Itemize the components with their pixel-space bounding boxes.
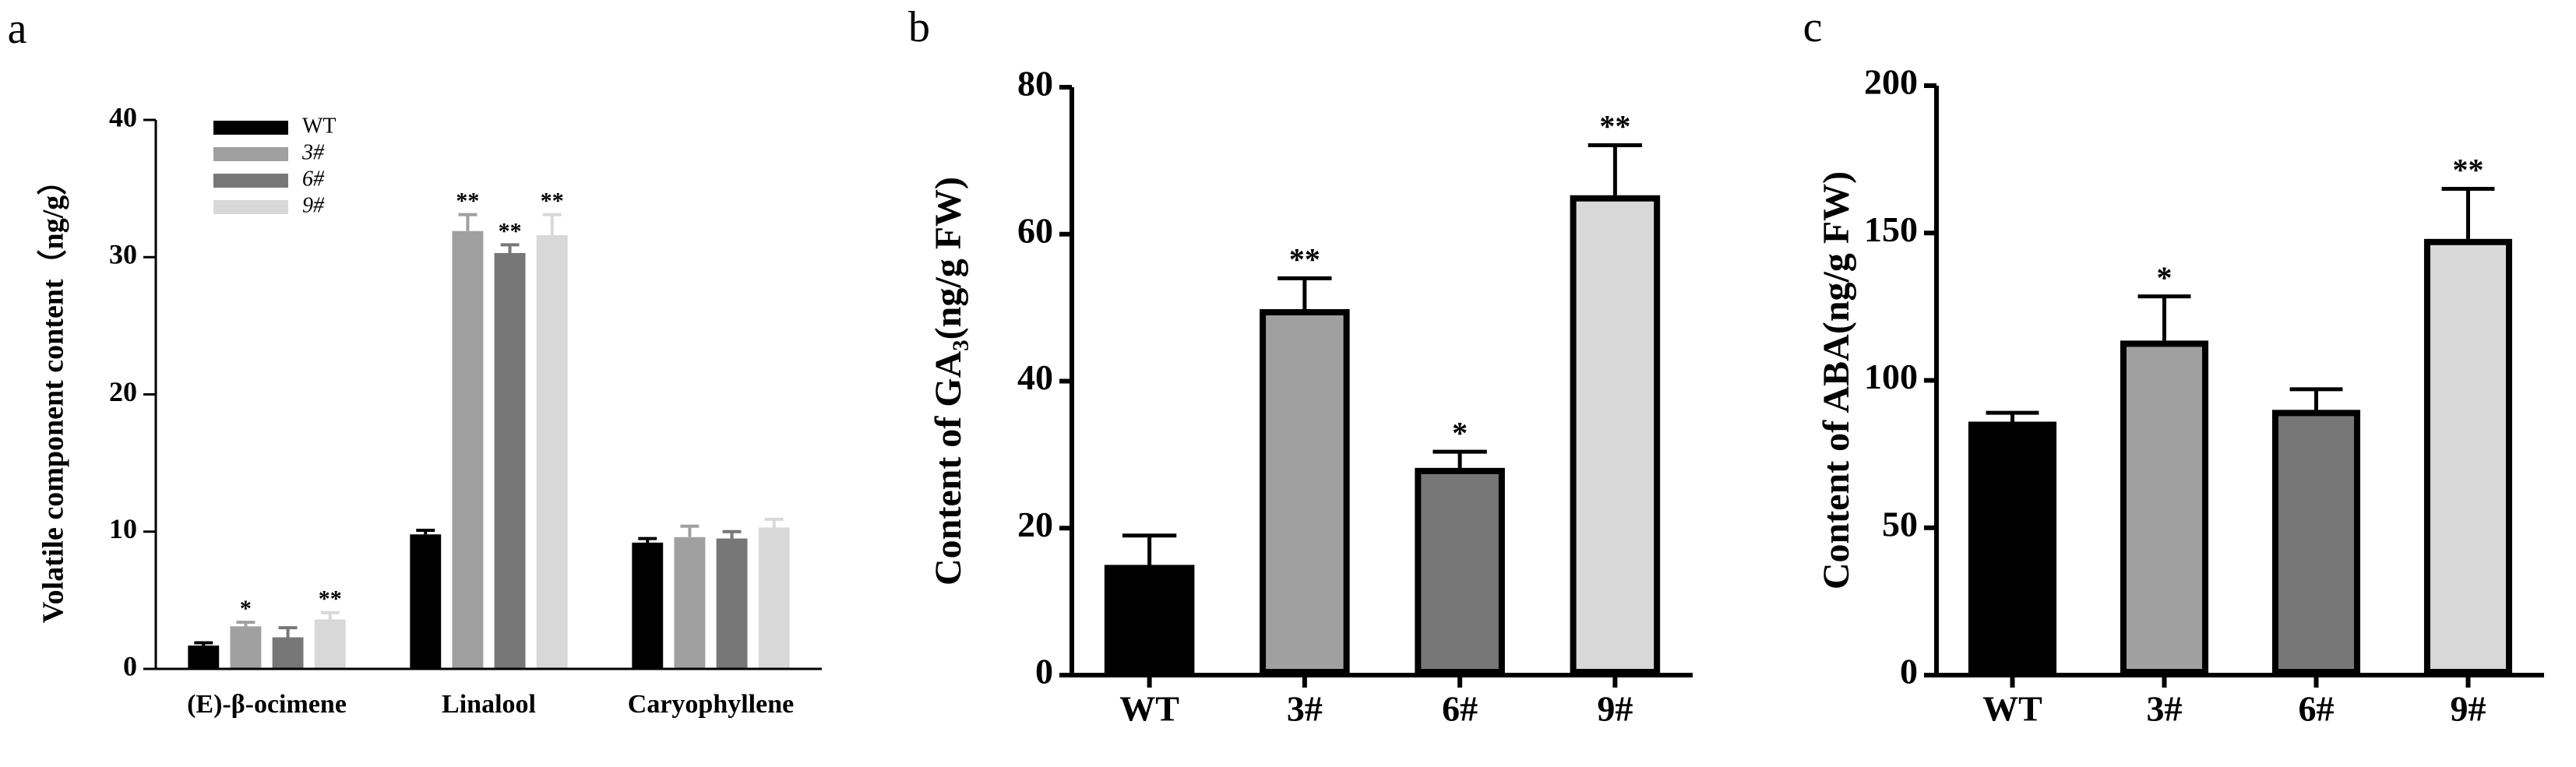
bar: [1415, 467, 1505, 675]
bar: [230, 626, 262, 669]
significance-label: **: [541, 188, 564, 214]
significance-label: **: [499, 218, 522, 244]
error-bar: [500, 243, 520, 253]
bar: [716, 538, 748, 669]
legend-label: WT: [302, 114, 337, 138]
legend-label: 9#: [302, 193, 325, 217]
legend-swatch: [213, 121, 288, 135]
legend-swatch: [213, 174, 288, 188]
significance-label: **: [1599, 109, 1630, 144]
y-tick-label: 60: [1017, 210, 1053, 250]
error-bar: [2289, 387, 2343, 410]
panel-label: c: [1803, 3, 1823, 51]
bar: [674, 537, 706, 669]
error-bar: [416, 528, 435, 535]
bar: [494, 252, 526, 669]
error-bar: [2137, 294, 2191, 341]
x-tick-label: 6#: [1442, 689, 1478, 729]
significance-label: *: [240, 596, 252, 621]
y-axis-label: Volatile component content（ng/g）: [37, 166, 70, 624]
bar: [758, 527, 790, 669]
error-bar: [1122, 533, 1177, 565]
error-bar: [764, 517, 784, 528]
x-tick-label: 9#: [2451, 689, 2486, 729]
significance-label: **: [319, 586, 342, 612]
legend-swatch: [213, 200, 288, 214]
x-tick-label: WT: [1982, 689, 2042, 729]
bar: [314, 619, 346, 669]
legend-label: 6#: [302, 167, 325, 191]
y-axis-label: Content of ABA(ng/g FW): [1816, 171, 1857, 589]
panel-label: b: [908, 3, 930, 51]
bar: [188, 646, 220, 669]
y-tick-label: 0: [1035, 652, 1053, 691]
y-tick-label: 0: [1900, 652, 1918, 691]
x-tick-label: Caryophyllene: [628, 690, 794, 719]
bar: [1104, 565, 1195, 675]
bar: [410, 534, 442, 669]
y-tick-label: 100: [1864, 357, 1918, 396]
bar: [536, 235, 568, 669]
y-tick-label: 20: [109, 376, 137, 407]
bar: [2423, 238, 2513, 675]
y-tick-label: 200: [1864, 62, 1918, 102]
error-bar: [1432, 449, 1487, 468]
panel-label: a: [8, 5, 27, 53]
x-tick-label: (E)-β-ocimene: [187, 690, 347, 719]
error-bar: [680, 524, 700, 537]
error-bar: [1588, 143, 1643, 195]
error-bar: [278, 626, 298, 638]
bar: [632, 542, 664, 669]
x-tick-label: Linalool: [442, 690, 536, 719]
x-tick-label: 9#: [1597, 689, 1633, 729]
bar: [2120, 340, 2209, 675]
error-bar: [638, 537, 657, 543]
significance-label: **: [2453, 153, 2484, 188]
x-tick-label: 3#: [2147, 689, 2183, 729]
bar: [2271, 410, 2361, 675]
error-bar: [458, 213, 477, 231]
legend-label: 3#: [301, 140, 325, 164]
y-tick-label: 40: [1017, 357, 1053, 397]
legend-swatch: [213, 147, 288, 161]
y-axis-label: Content of GA₃(ng/g FW): [928, 177, 969, 586]
error-bar: [1277, 276, 1332, 310]
y-tick-label: 50: [1882, 504, 1918, 544]
bar: [1968, 421, 2057, 675]
error-bar: [1986, 410, 2039, 422]
significance-label: **: [456, 188, 479, 214]
y-tick-label: 30: [109, 239, 137, 270]
significance-label: **: [1289, 242, 1320, 277]
y-tick-label: 40: [109, 101, 137, 132]
y-tick-label: 150: [1864, 209, 1918, 249]
y-tick-label: 0: [123, 650, 137, 681]
error-bar: [194, 641, 213, 646]
x-tick-label: WT: [1119, 689, 1179, 729]
y-tick-label: 20: [1017, 505, 1053, 544]
x-tick-label: 6#: [2299, 689, 2335, 729]
significance-label: *: [2157, 260, 2173, 295]
bar: [1570, 195, 1661, 675]
error-bar: [2441, 186, 2495, 239]
error-bar: [542, 213, 562, 236]
x-tick-label: 3#: [1287, 689, 1323, 729]
bar: [1260, 309, 1350, 675]
error-bar: [236, 621, 255, 627]
y-tick-label: 80: [1017, 64, 1053, 104]
bar: [452, 230, 484, 669]
y-tick-label: 10: [109, 513, 137, 544]
error-bar: [320, 610, 340, 620]
error-bar: [722, 530, 742, 539]
significance-label: *: [1452, 415, 1468, 450]
bar: [272, 637, 304, 669]
